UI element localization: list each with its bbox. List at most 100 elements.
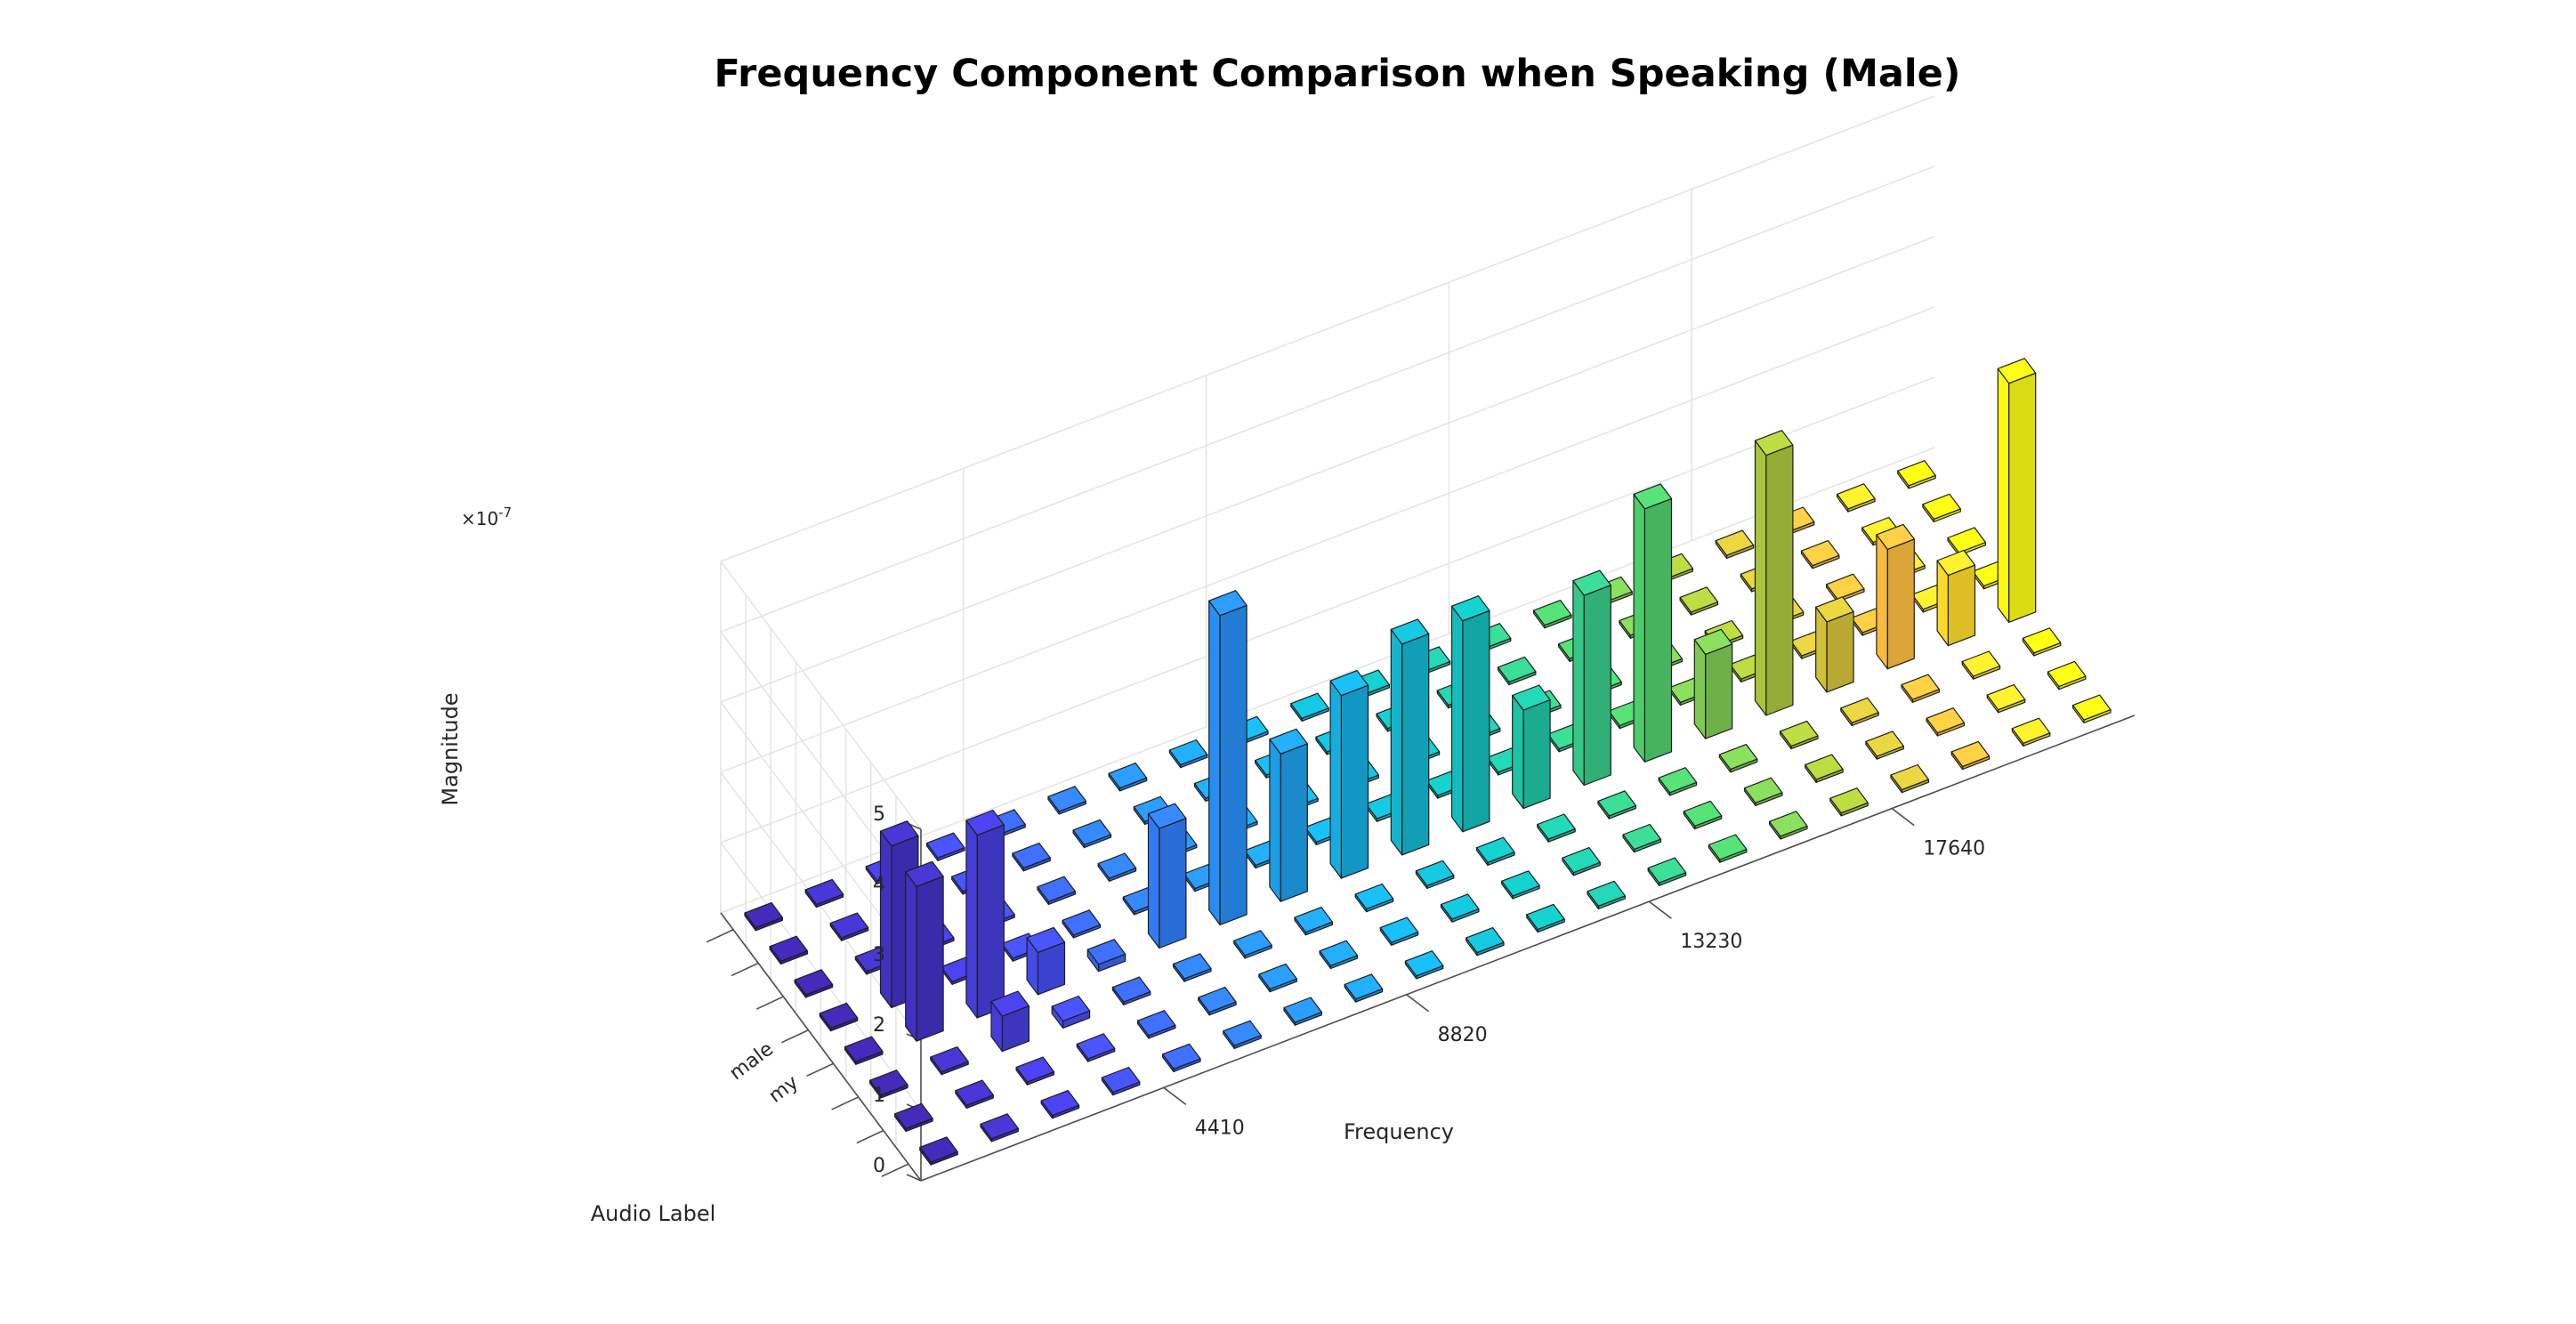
bar	[1086, 939, 1126, 973]
bar-top-face	[1404, 950, 1444, 977]
bar	[1633, 483, 1673, 763]
bar-top-face	[1319, 940, 1359, 966]
x-tick-mark	[1891, 807, 1915, 827]
bar	[1404, 950, 1444, 980]
z-tick-label: 3	[873, 944, 885, 966]
bar	[1837, 483, 1876, 513]
bar-front-face	[1280, 743, 1308, 902]
bar-top-face	[1475, 836, 1515, 863]
bar	[1800, 539, 1840, 569]
bar	[1658, 767, 1698, 796]
bar-top-face	[744, 901, 784, 929]
label-layer: Frequency Component Comparison when Spea…	[438, 52, 1985, 1226]
bar-front-face	[1886, 538, 1915, 670]
bar	[1390, 618, 1430, 856]
bar	[1223, 1020, 1262, 1050]
bar	[1754, 430, 1794, 716]
bar-top-face	[1837, 483, 1876, 510]
bar-top-face	[990, 990, 1030, 1017]
bar-side-face	[1450, 605, 1464, 833]
bar-top-face	[1805, 754, 1844, 780]
bar-top-face	[1062, 909, 1102, 936]
bar-side-face	[1754, 440, 1767, 716]
bar-top-face	[1562, 846, 1601, 874]
bar	[955, 1079, 994, 1110]
bar	[1208, 590, 1248, 926]
bar-top-face	[1622, 823, 1662, 851]
bar	[1768, 811, 1808, 840]
bar-top-face	[1415, 860, 1455, 887]
bar	[1198, 986, 1237, 1016]
bar	[1101, 1066, 1141, 1096]
bar-top-face	[804, 878, 844, 906]
bar	[1890, 763, 1929, 794]
bar-top-face	[1947, 527, 1986, 553]
bar	[2072, 694, 2112, 723]
bar-front-face	[1826, 610, 1854, 693]
bar-top-face	[1450, 595, 1490, 622]
bar-top-face	[1168, 739, 1208, 766]
bar	[1532, 599, 1572, 629]
bar-top-face	[1715, 529, 1755, 556]
bar	[930, 1045, 969, 1076]
bar	[1901, 674, 1940, 703]
bar	[2047, 660, 2087, 690]
bar-top-face	[1198, 986, 1237, 1013]
bar-top-face	[1597, 790, 1637, 817]
bar-top-face	[1647, 857, 1687, 884]
bar	[1715, 529, 1755, 560]
bar	[1926, 707, 1966, 737]
bar-top-face	[879, 820, 919, 847]
bar-side-face	[1390, 628, 1403, 856]
bar-side-face	[1208, 600, 1221, 926]
bar-top-face	[1743, 777, 1783, 803]
bar-top-face	[1290, 692, 1329, 719]
bar	[1683, 800, 1723, 830]
bar-top-face	[1223, 1020, 1262, 1046]
bar	[1997, 358, 2037, 624]
bar-side-face	[1147, 813, 1160, 949]
bar	[1679, 586, 1719, 616]
bar-top-face	[1465, 926, 1505, 954]
z-tick-label: 4	[873, 874, 885, 896]
bar-front-face	[1643, 497, 1673, 763]
z-gridline-back	[720, 95, 1935, 562]
bar	[1936, 549, 1976, 647]
bar	[1587, 880, 1627, 910]
bar-top-face	[1136, 1010, 1176, 1037]
bar-top-face	[1051, 995, 1091, 1022]
bar-top-face	[1708, 834, 1748, 860]
z-gridline-back	[720, 376, 1935, 844]
z-tick-label: 0	[873, 1155, 885, 1177]
bar-side-face	[905, 871, 917, 1042]
bar-top-face	[1037, 876, 1077, 902]
bar	[1040, 1089, 1080, 1119]
grid-layer	[720, 95, 1935, 1182]
bar	[1015, 1056, 1055, 1086]
bar-top-face	[1997, 358, 2037, 384]
bar-top-face	[1086, 939, 1126, 965]
bar	[1415, 860, 1455, 890]
bar-top-face	[1865, 731, 1904, 757]
bar-top-face	[1922, 493, 1961, 521]
bar-front-face	[1340, 684, 1369, 879]
bar-top-face	[844, 1036, 884, 1062]
bar	[919, 1136, 958, 1166]
bar	[925, 832, 965, 861]
bar	[1283, 997, 1323, 1026]
bar	[1161, 1043, 1201, 1073]
z-exponent-base: ×10	[461, 508, 498, 529]
bar-top-face	[1876, 523, 1915, 551]
bar	[804, 878, 844, 908]
bar	[1840, 697, 1879, 727]
bar	[1026, 926, 1066, 996]
bar-side-face	[1269, 739, 1281, 902]
bar-top-face	[1108, 762, 1148, 789]
z-axis-exponent: ×10-7	[461, 505, 512, 529]
bar	[844, 1036, 884, 1065]
bar-top-face	[794, 969, 834, 996]
bar-top-face	[2011, 717, 2051, 744]
bar-front-face	[1159, 818, 1187, 949]
bar-top-face	[980, 1113, 1020, 1140]
bar-top-face	[1354, 883, 1394, 910]
